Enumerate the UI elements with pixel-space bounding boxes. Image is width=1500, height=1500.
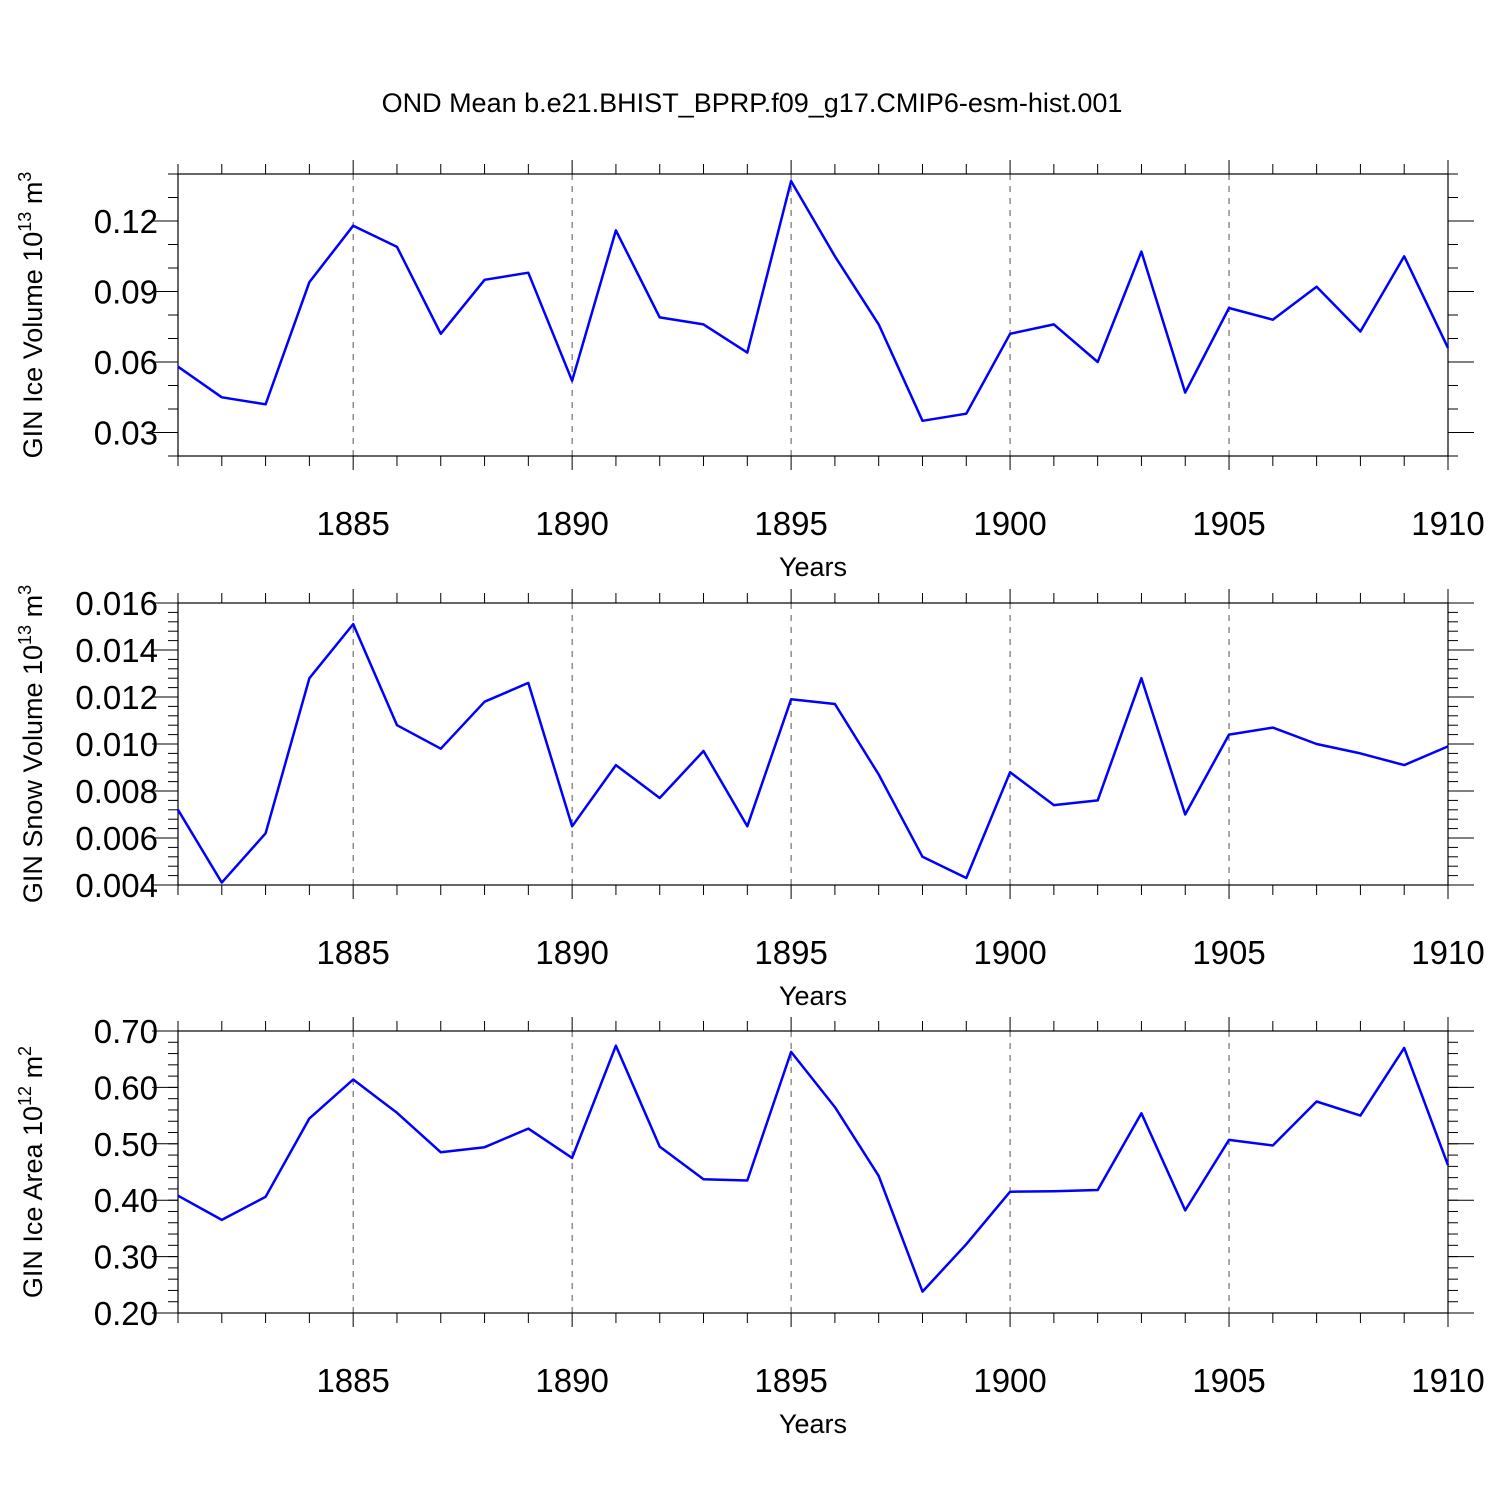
- y-axis-label-unit-exponent: 2: [15, 1046, 35, 1056]
- x-tick-label: 1905: [1192, 1362, 1265, 1399]
- y-axis-label-unit-exponent: 3: [15, 172, 35, 182]
- y-tick-label: 0.008: [75, 773, 158, 810]
- x-tick-label: 1910: [1411, 505, 1484, 542]
- y-tick-label: 0.012: [75, 679, 158, 716]
- plot-frame: [177, 1030, 1449, 1314]
- y-tick-label: 0.006: [75, 820, 158, 857]
- y-axis-label-text: GIN Snow Volume 10: [18, 645, 48, 903]
- x-tick-label: 1895: [754, 505, 827, 542]
- x-tick-label: 1890: [535, 505, 608, 542]
- x-tick-label: 1910: [1411, 1362, 1484, 1399]
- y-axis-label-exponent: 13: [15, 212, 35, 232]
- y-tick-label: 0.06: [94, 344, 158, 381]
- y-tick-label: 0.70: [94, 1013, 158, 1050]
- x-tick-label: 1905: [1192, 934, 1265, 971]
- y-axis-label: GIN Ice Volume 1013 m3: [15, 172, 48, 459]
- x-axis-label: Years: [779, 1409, 847, 1439]
- y-tick-label: 0.60: [94, 1069, 158, 1106]
- x-tick-label: 1890: [535, 1362, 608, 1399]
- series-line-ice-volume: [177, 179, 1450, 423]
- y-axis-label: GIN Ice Area 1012 m2: [15, 1046, 48, 1298]
- x-tick-label: 1900: [973, 934, 1046, 971]
- y-tick-label: 0.09: [94, 274, 158, 311]
- x-axis-label: Years: [779, 981, 847, 1011]
- y-axis-label-text: GIN Ice Volume 10: [18, 232, 48, 459]
- y-tick-label: 0.30: [94, 1239, 158, 1276]
- x-tick-label: 1885: [316, 1362, 389, 1399]
- y-axis-label-text: GIN Ice Area 10: [18, 1106, 48, 1298]
- y-axis-label-unit: m: [18, 182, 48, 212]
- x-tick-label: 1890: [535, 934, 608, 971]
- y-axis-label-unit: m: [18, 1056, 48, 1086]
- panel-ice-volume: 0.03 0.06 0.09 0.12 1885 1890 1895 1900 1905 1910…: [15, 160, 1485, 582]
- y-tick-label: 0.004: [75, 867, 158, 904]
- y-axis-label-exponent: 13: [15, 625, 35, 645]
- x-tick-label: 1885: [316, 934, 389, 971]
- y-axis-label: GIN Snow Volume 1013 m3: [15, 585, 48, 903]
- y-tick-label: 0.40: [94, 1182, 158, 1219]
- x-tick-label: 1885: [316, 505, 389, 542]
- y-tick-label: 0.016: [75, 585, 158, 622]
- x-tick-label: 1895: [754, 1362, 827, 1399]
- y-axis-label-unit-exponent: 3: [15, 585, 35, 595]
- panels: 0.03 0.06 0.09 0.12 1885 1890 1895 1900 1905 1910…: [15, 160, 1485, 1439]
- y-tick-label: 0.12: [94, 203, 158, 240]
- x-tick-label: 1910: [1411, 934, 1484, 971]
- x-tick-label: 1900: [973, 505, 1046, 542]
- y-tick-label: 0.010: [75, 726, 158, 763]
- series-line-snow-volume: [176, 622, 1449, 884]
- y-tick-label: 0.03: [94, 415, 158, 452]
- y-axis-label-unit: m: [18, 595, 48, 625]
- y-tick-label: 0.50: [94, 1126, 158, 1163]
- x-axis-label: Years: [779, 552, 847, 582]
- panel-ice-area: 0.20 0.30 0.40 0.50 0.60 0.70 1885 1890 1895 1900…: [15, 1013, 1485, 1439]
- panel-snow-volume: 0.004 0.006 0.008 0.010 0.012 0.014 0.016 1885 1…: [15, 585, 1485, 1011]
- x-tick-label: 1900: [973, 1362, 1046, 1399]
- y-axis-label-exponent: 12: [15, 1086, 35, 1106]
- figure-title: OND Mean b.e21.BHIST_BPRP.f09_g17.CMIP6-…: [382, 88, 1123, 118]
- series-line-ice-area: [177, 1044, 1450, 1293]
- y-tick-label: 0.20: [94, 1295, 158, 1332]
- x-tick-label: 1895: [754, 934, 827, 971]
- x-tick-label: 1905: [1192, 505, 1265, 542]
- y-tick-label: 0.014: [75, 632, 158, 669]
